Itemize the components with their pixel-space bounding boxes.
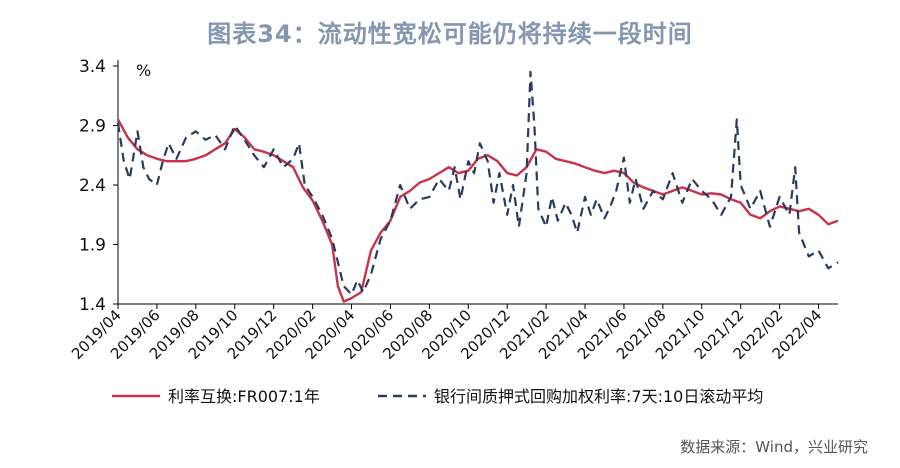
source-note: 数据来源：Wind，兴业研究 [680,438,868,456]
series-layer [116,70,839,303]
series-line-repo [116,70,839,296]
chart-title: 图表34：流动性宽松可能仍将持续一段时间 [207,20,693,48]
y-tick-label: 1.4 [79,295,106,315]
legend-item-repo-label: 银行间质押式回购加权利率:7天:10日滚动平均 [434,387,763,406]
y-tick-label: 2.9 [79,117,106,137]
legend: 利率互换:FR007:1年 银行间质押式回购加权利率:7天:10日滚动平均 [112,387,763,406]
y-tick-label: 1.9 [79,236,106,256]
axes: 1.41.92.42.93.4 %2019/042019/062019/08201… [68,57,838,363]
legend-item-swap-label: 利率互换:FR007:1年 [168,387,320,406]
y-tick-label: 3.4 [79,57,106,77]
y-axis-unit: % [136,61,151,80]
y-tick-label: 2.4 [79,176,106,196]
